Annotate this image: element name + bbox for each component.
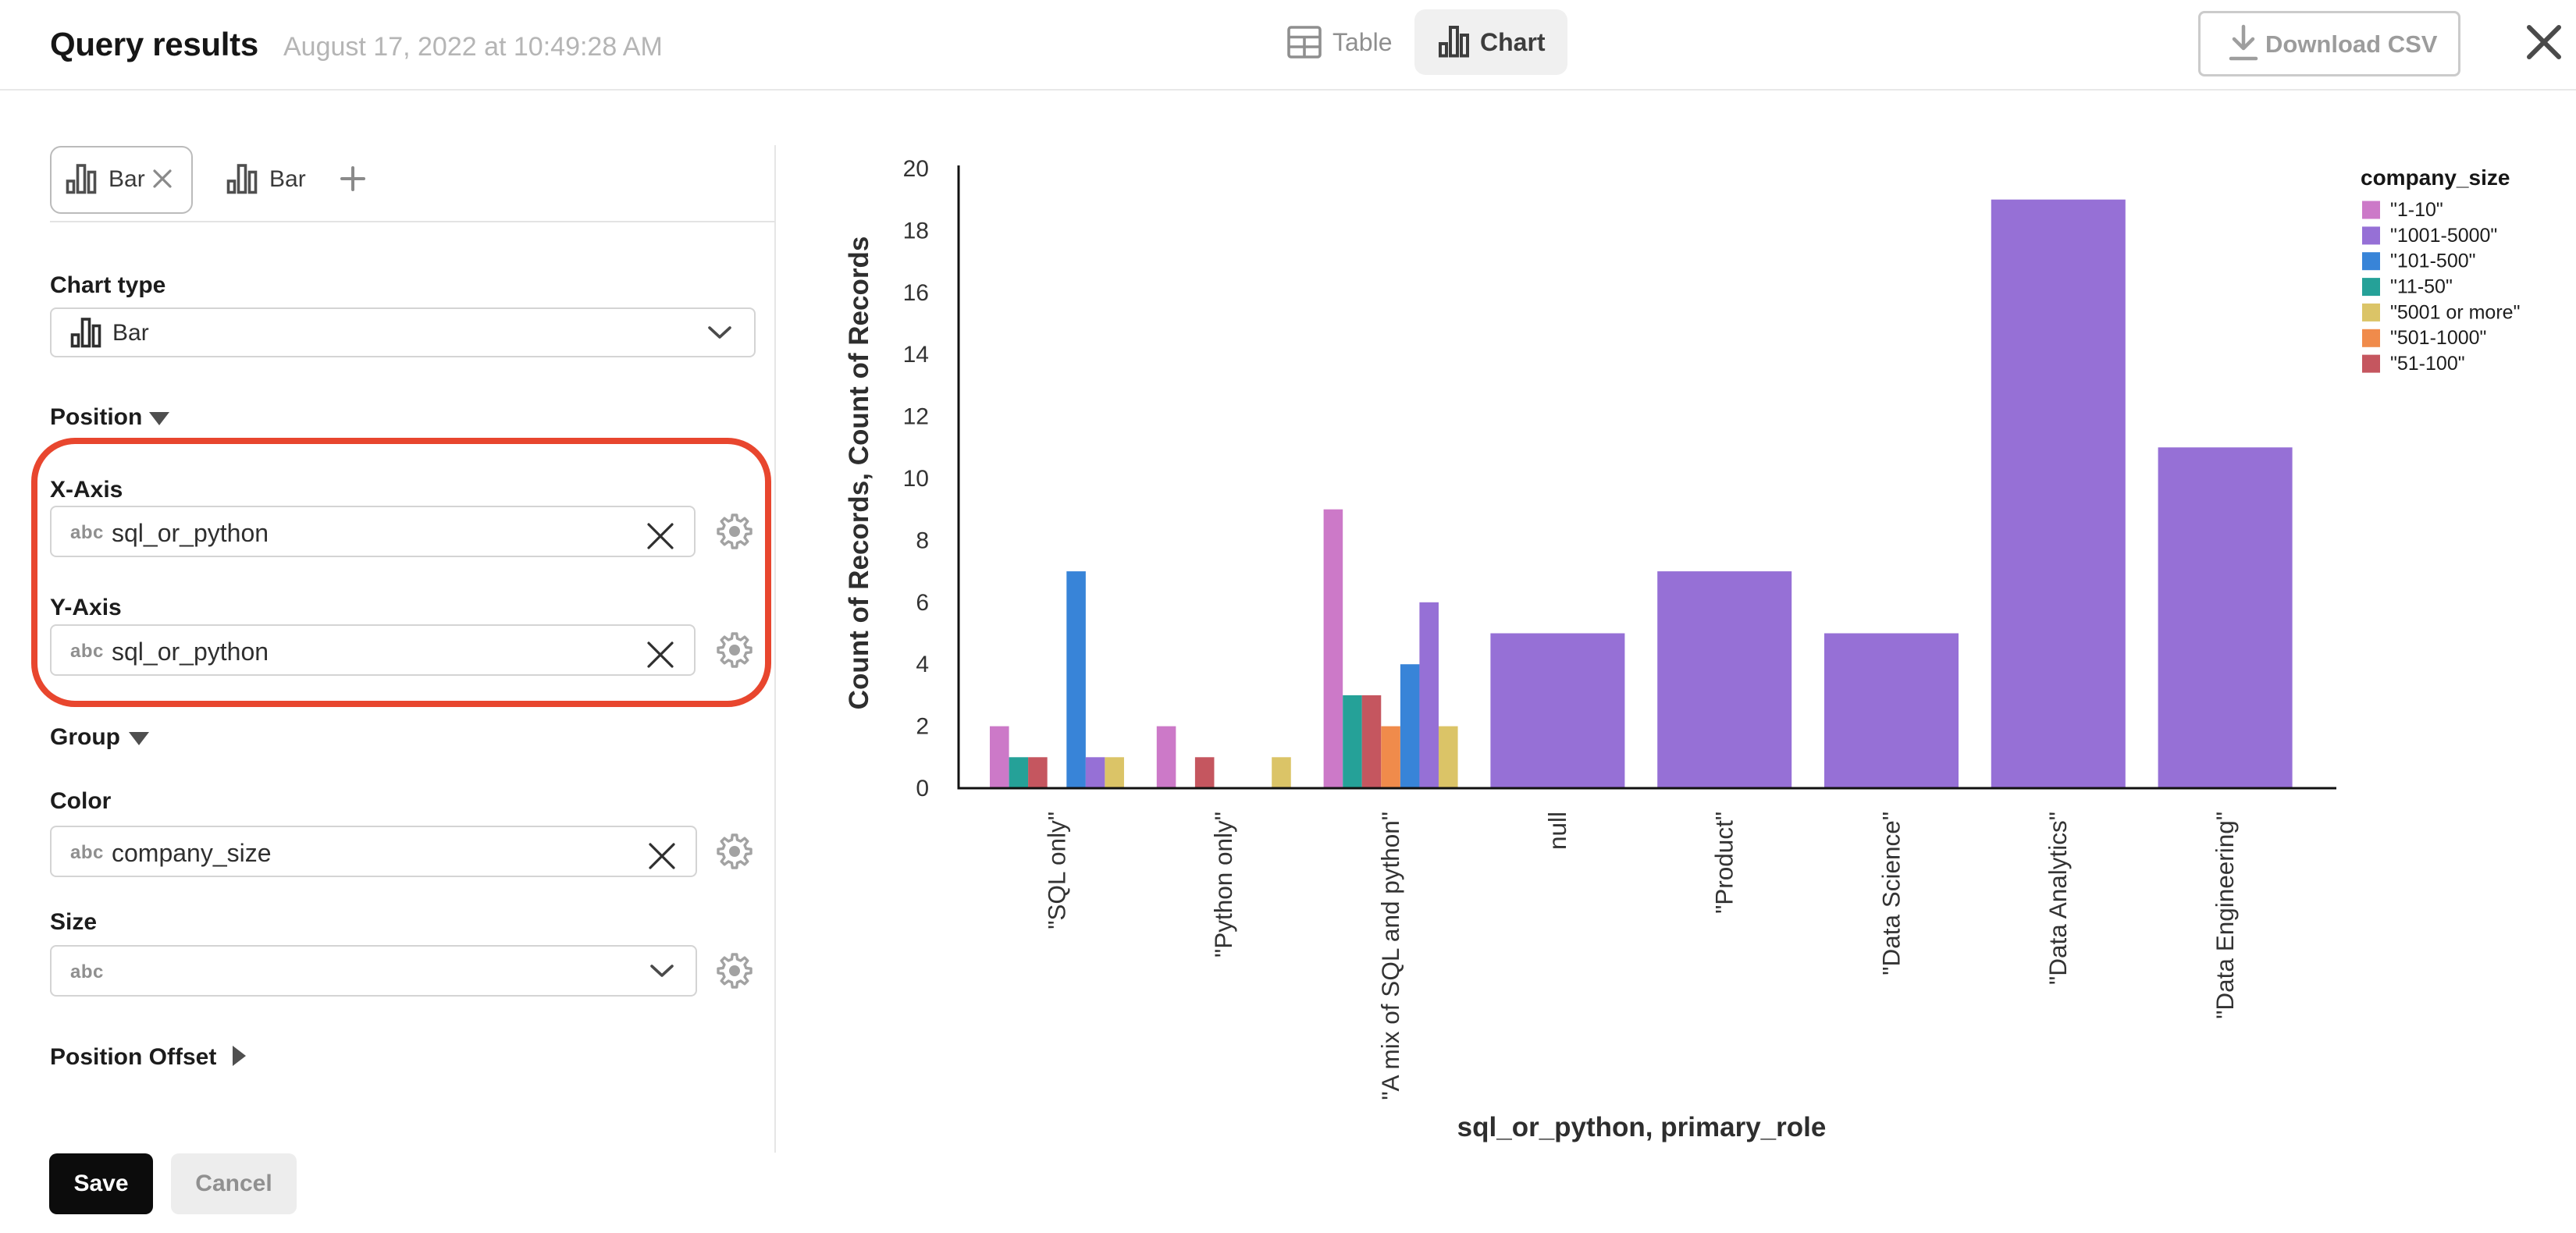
- svg-text:16: 16: [903, 280, 929, 306]
- svg-text:12: 12: [903, 404, 929, 430]
- svg-text:4: 4: [916, 652, 929, 677]
- svg-text:"Python only": "Python only": [1209, 812, 1237, 958]
- svg-text:"51-100": "51-100": [2390, 353, 2465, 375]
- svg-text:8: 8: [916, 528, 929, 553]
- svg-text:2: 2: [916, 714, 929, 740]
- svg-text:"Data Science": "Data Science": [1877, 812, 1905, 975]
- svg-text:"11-50": "11-50": [2390, 276, 2453, 298]
- svg-text:"SQL only": "SQL only": [1042, 812, 1070, 929]
- svg-text:"A mix of SQL and python": "A mix of SQL and python": [1376, 812, 1404, 1100]
- svg-text:20: 20: [903, 156, 929, 182]
- svg-text:"Data Analytics": "Data Analytics": [2044, 812, 2072, 985]
- svg-text:"1001-5000": "1001-5000": [2390, 225, 2497, 247]
- svg-text:6: 6: [916, 590, 929, 616]
- svg-text:"101-500": "101-500": [2390, 251, 2476, 272]
- svg-text:company_size: company_size: [2361, 165, 2510, 190]
- svg-text:"Data Engineering": "Data Engineering": [2211, 812, 2239, 1019]
- svg-text:sql_or_python, primary_role: sql_or_python, primary_role: [1457, 1112, 1827, 1142]
- svg-text:"Product": "Product": [1710, 812, 1738, 914]
- svg-text:null: null: [1543, 812, 1571, 850]
- svg-text:"1-10": "1-10": [2390, 199, 2443, 221]
- svg-text:"5001 or more": "5001 or more": [2390, 301, 2520, 323]
- svg-text:Count of Records, Count of Rec: Count of Records, Count of Records: [844, 236, 874, 710]
- svg-text:0: 0: [916, 776, 929, 801]
- svg-text:10: 10: [903, 466, 929, 492]
- svg-text:"501-1000": "501-1000": [2390, 327, 2486, 349]
- svg-text:18: 18: [903, 218, 929, 243]
- svg-text:14: 14: [903, 342, 929, 368]
